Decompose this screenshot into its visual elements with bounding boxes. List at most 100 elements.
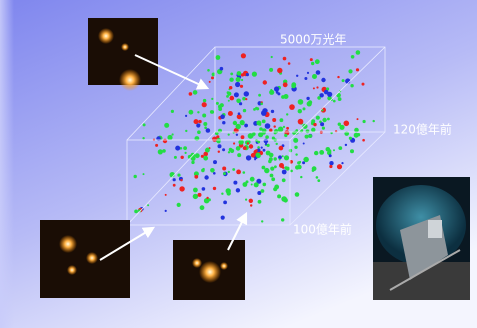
galaxy-dot [203,156,208,161]
galaxy-dot [245,98,247,100]
galaxy-dot [197,111,199,113]
galaxy-dot [264,168,269,173]
galaxy-dot [227,91,230,94]
diagram: 5000万光年 120億年前 100億年前 [0,0,477,328]
galaxy-dot [213,187,216,190]
galaxy-dot [283,126,285,128]
galaxy-dot [207,69,210,72]
galaxy-dot [237,71,242,76]
near-label: 100億年前 [293,222,352,237]
galaxy-dot [282,178,286,182]
galaxy-dot [252,72,257,77]
galaxy-dot [289,149,292,152]
galaxy-dot [354,133,359,138]
galaxy-dot [263,80,267,84]
galaxy-dot [236,170,241,175]
galaxy-dot [228,111,233,116]
galaxy-dot [249,199,253,203]
galaxy-dot [191,161,194,164]
inset-bottom-left [40,220,130,298]
galaxy-dot [303,143,305,145]
galaxy-dot [175,146,180,151]
galaxy-dot [270,167,274,171]
galaxy-dot [279,146,284,151]
galaxy-dot [315,59,320,64]
galaxy-dot [134,175,137,178]
galaxy-dot [350,84,353,87]
galaxy-dot [251,184,253,186]
galaxy-dot [281,196,287,202]
galaxy-dot [271,177,275,181]
galaxy-dot [337,164,342,169]
galaxy-dot [265,143,267,145]
galaxy-dot [189,92,193,96]
galaxy-dot [270,174,274,178]
galaxy-dot [181,156,184,159]
galaxy-dot [308,100,312,104]
galaxy-dot [246,180,249,183]
galaxy-dot [249,144,253,148]
galaxy-dot [195,153,200,158]
galaxy-dot [317,179,320,182]
galaxy-dot [341,162,343,164]
galaxy-dot [226,95,229,98]
galaxy-dot [174,156,177,159]
galaxy-dot [316,86,318,88]
galaxy-dot [298,109,302,113]
galaxy-dot [232,168,235,171]
galaxy-dot [271,56,273,58]
galaxy-dot [220,67,224,71]
galaxy-dot [204,198,209,203]
galaxy-dot [312,74,317,79]
galaxy-dot [283,57,287,61]
galaxy-dot [282,155,284,157]
galaxy-dot [241,135,245,139]
galaxy-dot [241,79,243,81]
galaxy-dot [295,165,299,169]
galaxy-dot [183,146,187,150]
galaxy-dot [167,135,172,140]
galaxy-dot [233,142,235,144]
galaxy-dot [322,118,326,122]
galaxy-dot [320,93,324,97]
galaxy-dot [311,62,314,65]
galaxy-dot [210,168,215,173]
galaxy-dot [314,151,318,155]
galaxy-dot [251,153,256,158]
galaxy-dot [236,77,241,82]
galaxy-dot [313,123,316,126]
galaxy-dot [271,110,274,113]
galaxy-dot [213,160,217,164]
galaxy-dot [261,147,263,149]
galaxy-dot [203,99,206,102]
galaxy-dot [284,134,287,137]
galaxy-dot [306,97,309,100]
galaxy-dot [304,157,309,162]
galaxy-dot [260,103,263,106]
galaxy-dot [305,135,309,139]
galaxy-dot [223,201,227,205]
galaxy-dot [258,132,263,137]
galaxy-dot [236,146,241,151]
galaxy-dot [259,127,263,131]
galaxy-dot [185,130,187,132]
galaxy-dot [319,150,324,155]
galaxy-dot [222,167,226,171]
galaxy-dot [222,148,225,151]
galaxy-dot [274,125,276,127]
galaxy-dot [348,69,352,73]
galaxy-dot [263,183,267,187]
galaxy-dot [238,112,241,115]
galaxy-dot [282,170,287,175]
galaxy-dot [279,156,281,158]
galaxy-dot [261,110,267,116]
galaxy-dot [318,97,320,99]
galaxy-dot [256,153,261,158]
width-label: 5000万光年 [280,33,347,47]
galaxy-dot [147,204,149,206]
galaxy-dot [247,142,249,144]
galaxy-dot [308,134,312,138]
galaxy-dot [193,188,198,193]
galaxy-dot [300,176,302,178]
galaxy-dot [306,129,310,133]
